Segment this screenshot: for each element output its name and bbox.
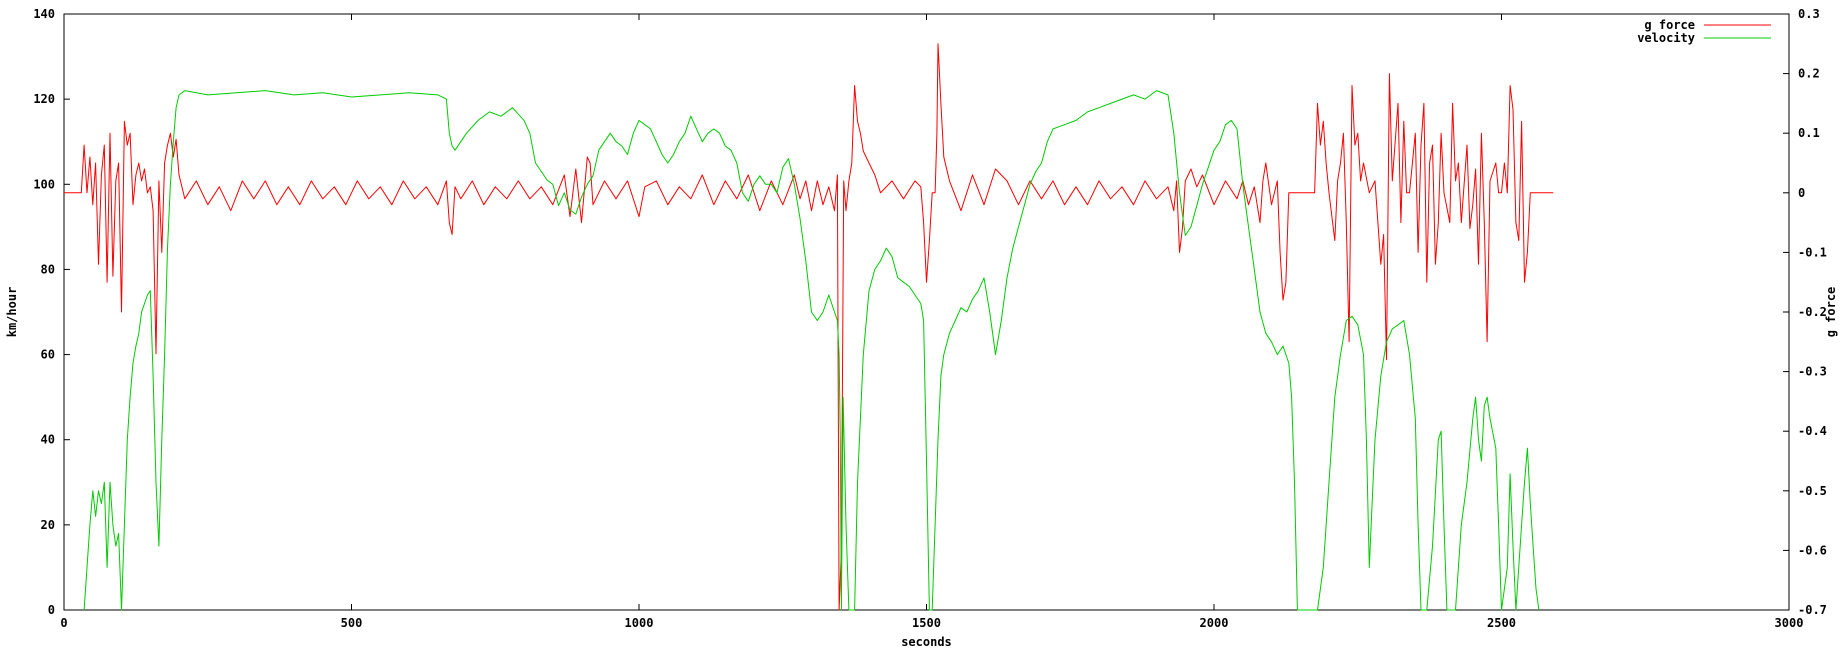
y2-axis-title: g force xyxy=(1824,287,1838,338)
x-axis-title: seconds xyxy=(901,635,952,649)
plot-frame xyxy=(63,13,1790,611)
y-tick-label: 100 xyxy=(33,177,55,191)
x-tick-label: 1000 xyxy=(625,616,654,630)
y2-tick-label: 0.2 xyxy=(1798,67,1820,81)
y2-tick-label: -0.2 xyxy=(1798,305,1827,319)
y-tick-label: 80 xyxy=(41,262,55,276)
y2-tick-label: 0 xyxy=(1798,186,1805,200)
legend: g force velocity xyxy=(1637,18,1771,45)
y-tick-label: 120 xyxy=(33,92,55,106)
legend-label-velocity: velocity xyxy=(1637,31,1695,45)
y2-tick-label: -0.1 xyxy=(1798,245,1827,259)
y2-tick-label: -0.4 xyxy=(1798,424,1827,438)
series-line-velocity xyxy=(83,90,1540,611)
x-axis-ticks: 0 500 1000 1500 2000 2500 3000 xyxy=(60,14,1803,630)
y2-axis-ticks: -0.7 -0.6 -0.5 -0.4 -0.3 -0.2 -0.1 0 0.1 0.2 0.3 xyxy=(1783,7,1827,617)
y-tick-label: 60 xyxy=(41,348,55,362)
y-tick-label: 20 xyxy=(41,518,55,532)
x-tick-label: 500 xyxy=(341,616,363,630)
series-line-g-force xyxy=(64,43,1554,611)
y-axis-title: km/hour xyxy=(5,287,19,338)
y2-tick-label: 0.1 xyxy=(1798,126,1820,140)
series-layer xyxy=(64,43,1554,611)
x-tick-label: 0 xyxy=(60,616,67,630)
y-axis-ticks: 0 20 40 60 80 100 120 140 xyxy=(33,7,70,617)
x-tick-label: 2000 xyxy=(1200,616,1229,630)
x-tick-label: 3000 xyxy=(1775,616,1804,630)
y2-tick-label: -0.3 xyxy=(1798,365,1827,379)
y2-tick-label: -0.7 xyxy=(1798,603,1827,617)
x-tick-label: 2500 xyxy=(1487,616,1516,630)
legend-label-g-force: g force xyxy=(1644,18,1695,32)
y-tick-label: 0 xyxy=(48,603,55,617)
y2-tick-label: -0.5 xyxy=(1798,484,1827,498)
y-tick-label: 40 xyxy=(41,433,55,447)
x-tick-label: 1500 xyxy=(912,616,941,630)
y2-tick-label: -0.6 xyxy=(1798,543,1827,557)
y-tick-label: 140 xyxy=(33,7,55,21)
y2-tick-label: 0.3 xyxy=(1798,7,1820,21)
